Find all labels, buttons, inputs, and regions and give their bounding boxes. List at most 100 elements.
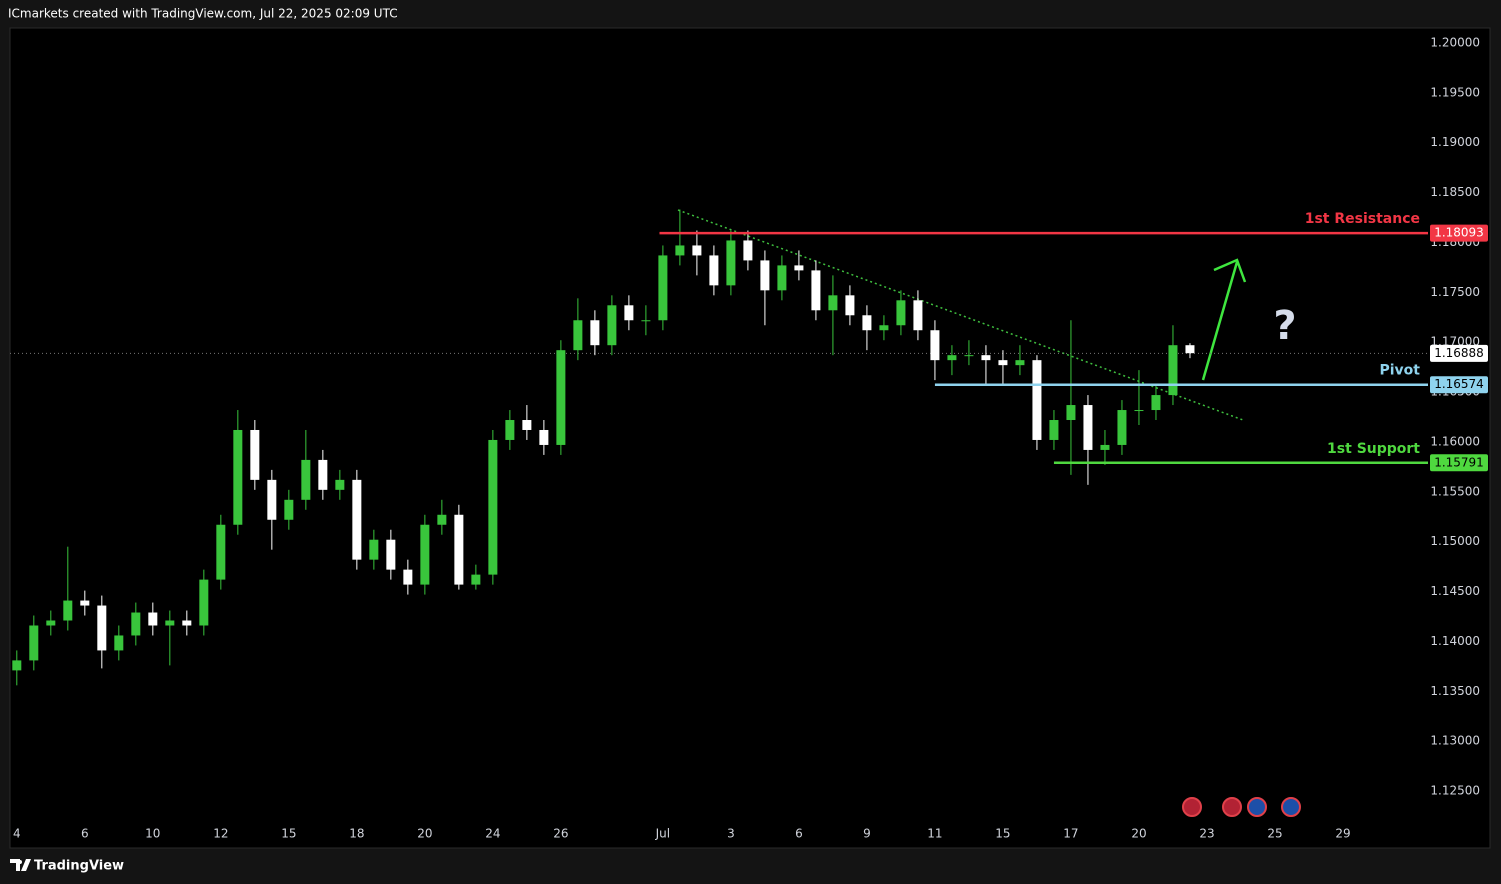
chart-panel xyxy=(9,27,1491,849)
level-price: 1.16574 xyxy=(1434,377,1484,391)
level-label: 1st Resistance xyxy=(1305,211,1420,227)
event-icons xyxy=(1182,797,1301,817)
trend-line xyxy=(677,209,1244,421)
candle-body xyxy=(777,265,787,291)
annotation: ? xyxy=(1273,303,1296,349)
candle-body xyxy=(641,320,651,322)
header-text: ICmarkets created with TradingView.com, … xyxy=(8,7,398,21)
y-tick-label: 1.14000 xyxy=(1430,634,1480,648)
candle-body xyxy=(29,625,39,661)
candle-body xyxy=(386,539,396,570)
candle-body xyxy=(709,255,719,286)
candle-body xyxy=(301,459,311,500)
y-tick-label: 1.16000 xyxy=(1430,434,1480,448)
candle-body xyxy=(1032,360,1042,440)
level-price: 1.15791 xyxy=(1434,455,1484,469)
candle-body xyxy=(471,574,481,585)
x-tick-label: Jul xyxy=(655,827,670,841)
candle-body xyxy=(165,620,175,626)
x-tick-label: 15 xyxy=(995,827,1010,841)
forecast-arrow xyxy=(1201,258,1247,381)
candle-body xyxy=(148,612,158,626)
x-tick-label: 18 xyxy=(349,827,364,841)
level-badge xyxy=(1430,224,1488,242)
candle-body xyxy=(828,295,838,311)
candle-body xyxy=(556,350,566,445)
candle-body xyxy=(1100,444,1110,450)
y-tick-label: 1.13000 xyxy=(1430,734,1480,748)
x-tick-label: 11 xyxy=(927,827,942,841)
candle-body xyxy=(369,539,379,560)
candle-body xyxy=(488,439,498,575)
candle-body xyxy=(1151,395,1161,411)
candle-body xyxy=(1066,405,1076,421)
y-tick-label: 1.14500 xyxy=(1430,584,1480,598)
candle-body xyxy=(199,579,209,626)
x-tick-label: 20 xyxy=(1131,827,1146,841)
last-price-badge xyxy=(1430,344,1488,362)
candle-body xyxy=(981,355,991,361)
candle-body xyxy=(335,479,345,490)
candle-body xyxy=(896,300,906,326)
x-tick-label: 20 xyxy=(417,827,432,841)
x-tick-label: 15 xyxy=(281,827,296,841)
candle-body xyxy=(998,360,1008,366)
candle-body xyxy=(12,660,22,671)
candle-body xyxy=(1015,360,1025,366)
candle-body xyxy=(522,420,532,430)
level-price: 1.18093 xyxy=(1434,226,1484,240)
candle-body xyxy=(454,514,464,585)
candle-body xyxy=(250,429,260,480)
candle-body xyxy=(1117,410,1127,445)
candle-body xyxy=(318,459,328,490)
candle-body xyxy=(658,255,668,321)
candle-body xyxy=(1049,420,1059,440)
level-badge xyxy=(1430,454,1488,472)
candle-body xyxy=(284,499,294,520)
candle-body xyxy=(964,355,974,357)
y-tick-label: 1.19500 xyxy=(1430,85,1480,99)
candle-body xyxy=(1134,410,1144,412)
candle-body xyxy=(879,325,889,331)
x-tick-label: 4 xyxy=(13,827,21,841)
x-tick-label: 24 xyxy=(485,827,500,841)
candle-body xyxy=(794,265,804,271)
candle-body xyxy=(539,429,549,445)
y-tick-label: 1.19000 xyxy=(1430,135,1480,149)
x-tick-label: 26 xyxy=(553,827,568,841)
x-tick-label: 12 xyxy=(213,827,228,841)
candle-body xyxy=(573,320,583,351)
candle-body xyxy=(505,420,515,440)
candles xyxy=(12,209,1195,686)
x-tick-label: 10 xyxy=(145,827,160,841)
x-tick-label: 25 xyxy=(1267,827,1282,841)
y-tick-label: 1.18500 xyxy=(1430,185,1480,199)
candle-body xyxy=(233,429,243,525)
candle-body xyxy=(692,245,702,256)
y-tick-label: 1.12500 xyxy=(1430,784,1480,798)
candle-body xyxy=(267,479,277,520)
x-tick-label: 6 xyxy=(795,827,803,841)
candle-body xyxy=(403,569,413,585)
candle-body xyxy=(437,514,447,525)
candle-body xyxy=(590,320,600,346)
candle-body xyxy=(80,600,90,606)
candle-body xyxy=(913,300,923,331)
candle-body xyxy=(675,245,685,256)
candle-body xyxy=(1185,345,1195,354)
y-tick-label: 1.15500 xyxy=(1430,484,1480,498)
candle-body xyxy=(947,355,957,361)
y-tick-label: 1.20000 xyxy=(1430,35,1480,49)
x-tick-label: 6 xyxy=(81,827,89,841)
candle-body xyxy=(607,305,617,346)
level-label: Pivot xyxy=(1380,363,1421,379)
candle-body xyxy=(46,620,56,626)
candle-body xyxy=(131,612,141,636)
x-tick-label: 17 xyxy=(1063,827,1078,841)
x-tick-label: 9 xyxy=(863,827,871,841)
candle-body xyxy=(845,295,855,316)
candle-body xyxy=(811,270,821,311)
x-tick-label: 23 xyxy=(1199,827,1214,841)
